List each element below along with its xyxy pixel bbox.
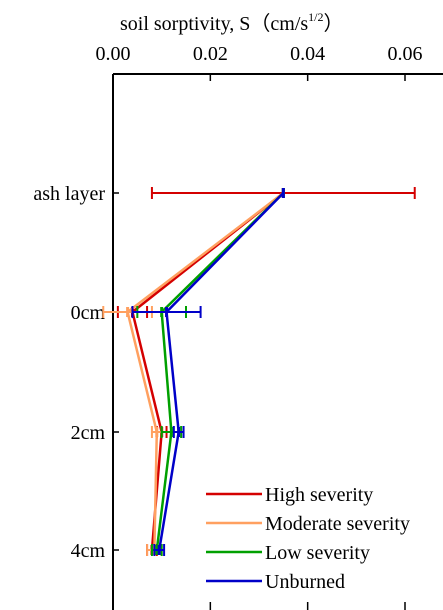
series-unburned [131, 188, 285, 556]
series-line [126, 192, 285, 551]
y-category-label: ash layer [33, 183, 105, 205]
y-category-label: 0cm [71, 302, 106, 324]
x-tick-label: 0.02 [193, 43, 228, 65]
x-tick-label: 0.00 [96, 43, 131, 65]
legend-label: High severity [265, 484, 373, 506]
x-tick-label: 0.04 [290, 43, 325, 65]
series-line [158, 192, 285, 551]
series-low-severity [136, 188, 285, 556]
y-category-label: 2cm [71, 422, 106, 444]
x-axis-title: soil sorptivity, S（cm/s1/2） [120, 10, 344, 35]
legend-label: Unburned [265, 571, 345, 593]
series-moderate-severity [102, 188, 285, 556]
legend: High severity Moderate severity Low severi… [206, 484, 410, 593]
y-axis-labels: ash layer 0cm 2cm 4cm [33, 183, 119, 562]
x-tick-label: 0.06 [388, 43, 423, 65]
y-category-label: 4cm [71, 540, 106, 562]
x-axis-label-sup: 1/2 [308, 10, 323, 24]
svg-text:soil sorptivity, S（cm/s1/2）: soil sorptivity, S（cm/s1/2） [120, 10, 344, 35]
series-layer [102, 187, 416, 556]
series-line [155, 192, 285, 551]
x-axis-label-main: soil sorptivity, S（cm/s [120, 12, 308, 35]
legend-label: Low severity [265, 542, 370, 564]
legend-label: Moderate severity [265, 513, 410, 535]
x-axis-label-close: ） [324, 12, 344, 35]
